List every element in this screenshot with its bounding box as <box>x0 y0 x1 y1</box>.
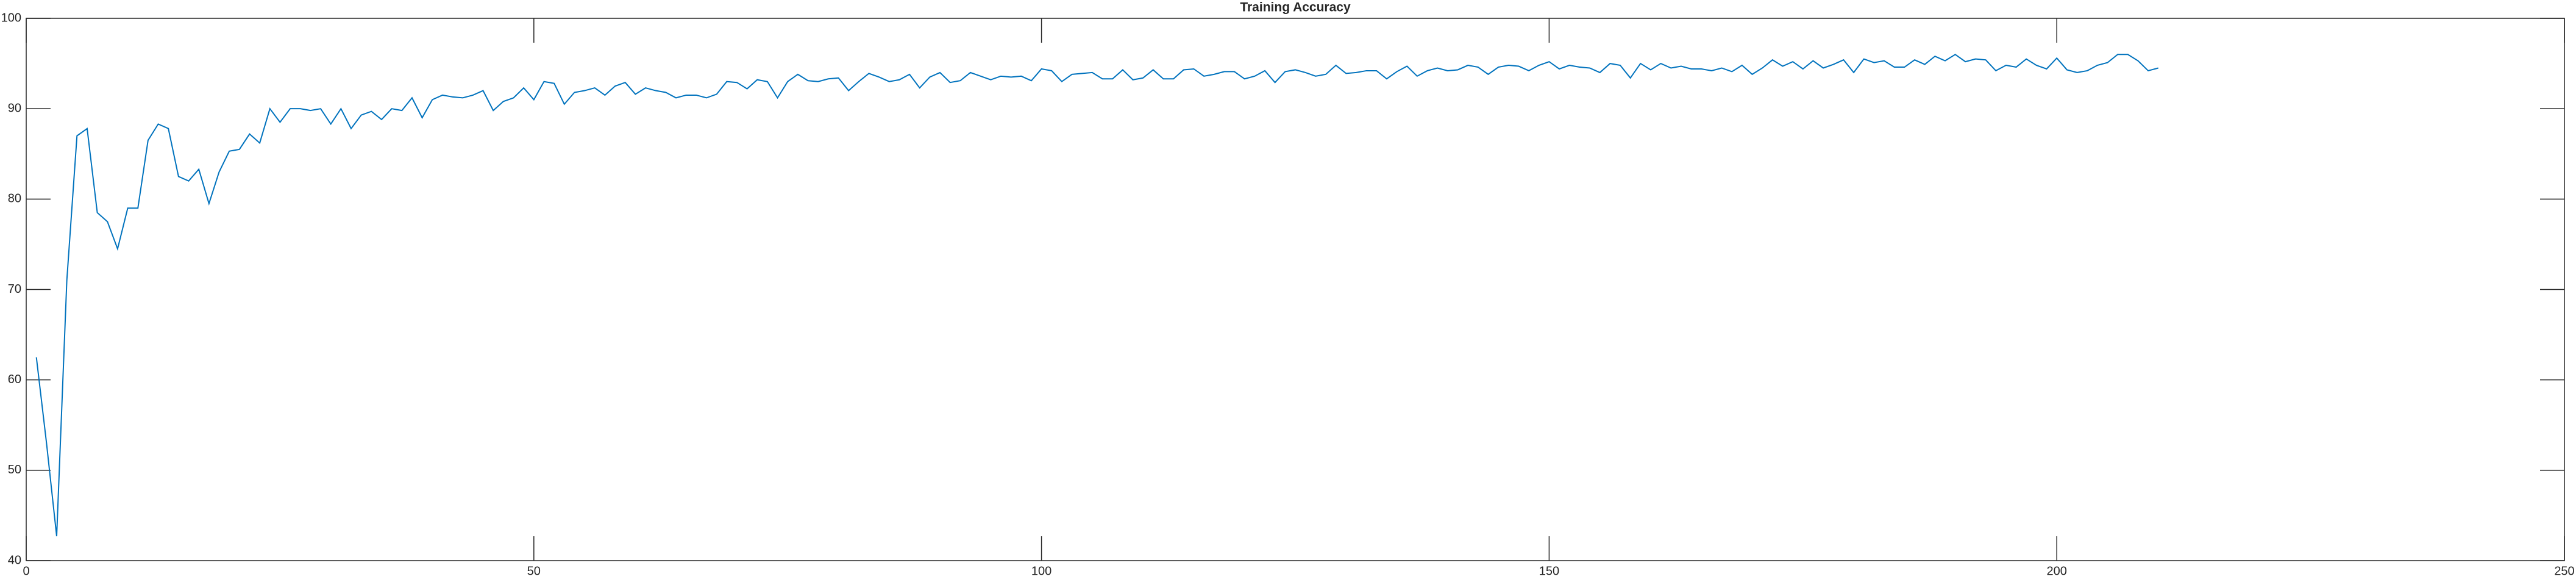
data-line <box>35 54 2159 537</box>
x-tick-label: 100 <box>1031 564 1051 578</box>
x-tick-label: 200 <box>2047 564 2067 578</box>
y-tick-label: 60 <box>8 373 21 386</box>
plot-box <box>26 18 2565 561</box>
y-tick-label: 50 <box>8 463 21 476</box>
x-tick-label: 0 <box>23 564 29 578</box>
chart-title: Training Accuracy <box>1240 1 1351 15</box>
y-tick-label: 40 <box>8 553 21 567</box>
y-tick-label: 90 <box>8 101 21 115</box>
y-tick-label: 100 <box>1 11 21 24</box>
x-tick-label: 250 <box>2554 564 2574 578</box>
y-tick-label: 70 <box>8 282 21 296</box>
y-tick-label: 80 <box>8 192 21 206</box>
x-tick-label: 150 <box>1539 564 1559 578</box>
x-tick-label: 50 <box>527 564 541 578</box>
